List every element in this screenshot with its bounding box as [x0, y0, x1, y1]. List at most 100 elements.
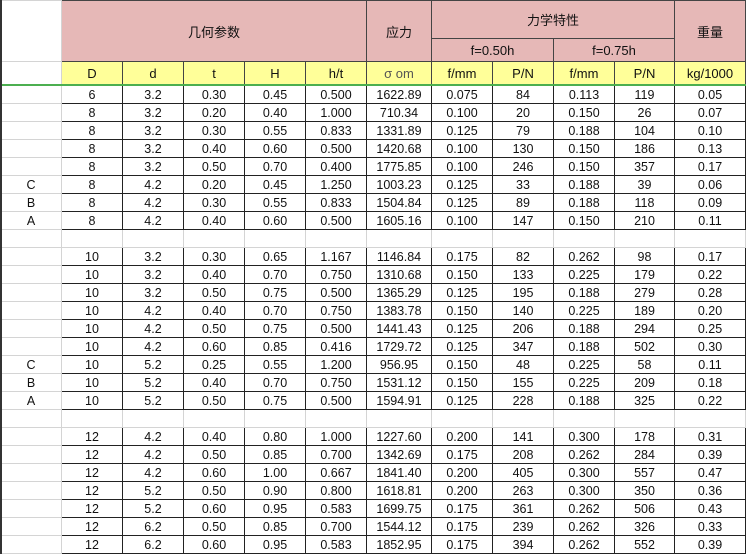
data-cell[interactable]: 48: [492, 355, 554, 374]
data-cell[interactable]: 0.500: [305, 211, 367, 230]
data-cell[interactable]: 0.70: [244, 157, 306, 176]
data-cell[interactable]: 0.125: [431, 283, 493, 302]
grade-label[interactable]: [0, 121, 62, 140]
data-cell[interactable]: 0.70: [244, 265, 306, 284]
data-cell[interactable]: 0.50: [183, 481, 245, 500]
data-cell[interactable]: 0.33: [674, 517, 746, 536]
data-cell[interactable]: 1.250: [305, 175, 367, 194]
data-cell[interactable]: 0.262: [553, 247, 615, 266]
data-cell[interactable]: 239: [492, 517, 554, 536]
data-cell[interactable]: 0.25: [674, 319, 746, 338]
empty-cell[interactable]: [183, 409, 245, 428]
empty-cell[interactable]: [0, 229, 62, 248]
data-cell[interactable]: 12: [61, 499, 123, 518]
data-cell[interactable]: 0.50: [183, 283, 245, 302]
data-cell[interactable]: 0.700: [305, 445, 367, 464]
data-cell[interactable]: 347: [492, 337, 554, 356]
data-cell[interactable]: 0.40: [183, 373, 245, 392]
data-cell[interactable]: 1342.69: [366, 445, 432, 464]
data-cell[interactable]: 0.175: [431, 247, 493, 266]
data-cell[interactable]: 0.70: [244, 373, 306, 392]
data-cell[interactable]: 0.150: [431, 265, 493, 284]
data-cell[interactable]: 119: [614, 84, 675, 104]
data-cell[interactable]: 3.2: [122, 84, 184, 104]
empty-cell[interactable]: [492, 409, 554, 428]
data-cell[interactable]: 0.175: [431, 499, 493, 518]
data-cell[interactable]: 98: [614, 247, 675, 266]
data-cell[interactable]: 0.18: [674, 373, 746, 392]
data-cell[interactable]: 3.2: [122, 247, 184, 266]
data-cell[interactable]: 0.075: [431, 84, 493, 104]
data-cell[interactable]: 0.40: [183, 427, 245, 446]
empty-cell[interactable]: [61, 229, 123, 248]
data-cell[interactable]: 0.55: [244, 193, 306, 212]
data-cell[interactable]: 178: [614, 427, 675, 446]
data-cell[interactable]: 0.200: [431, 427, 493, 446]
data-cell[interactable]: 1420.68: [366, 139, 432, 158]
column-header[interactable]: t: [183, 61, 245, 86]
header-weight[interactable]: 重量: [674, 0, 746, 62]
data-cell[interactable]: 0.45: [244, 175, 306, 194]
data-cell[interactable]: 0.700: [305, 517, 367, 536]
data-cell[interactable]: 0.80: [244, 427, 306, 446]
data-cell[interactable]: 0.300: [553, 481, 615, 500]
data-cell[interactable]: 0.65: [244, 247, 306, 266]
data-cell[interactable]: 0.50: [183, 445, 245, 464]
grade-label[interactable]: [0, 319, 62, 338]
data-cell[interactable]: 1852.95: [366, 535, 432, 554]
data-cell[interactable]: 0.40: [183, 301, 245, 320]
data-cell[interactable]: 0.50: [183, 391, 245, 410]
grade-label[interactable]: B: [0, 193, 62, 212]
data-cell[interactable]: 263: [492, 481, 554, 500]
empty-cell[interactable]: [244, 229, 306, 248]
data-cell[interactable]: 1331.89: [366, 121, 432, 140]
data-cell[interactable]: 8: [61, 193, 123, 212]
grade-label[interactable]: [0, 301, 62, 320]
data-cell[interactable]: 0.28: [674, 283, 746, 302]
grade-label[interactable]: [0, 157, 62, 176]
data-cell[interactable]: 0.150: [553, 211, 615, 230]
data-cell[interactable]: 0.75: [244, 283, 306, 302]
data-cell[interactable]: 0.05: [674, 84, 746, 104]
data-cell[interactable]: 0.50: [183, 157, 245, 176]
data-cell[interactable]: 0.125: [431, 391, 493, 410]
data-cell[interactable]: 58: [614, 355, 675, 374]
data-cell[interactable]: 0.150: [431, 373, 493, 392]
column-header[interactable]: kg/1000: [674, 61, 746, 86]
empty-cell[interactable]: [614, 409, 675, 428]
data-cell[interactable]: 3.2: [122, 283, 184, 302]
data-cell[interactable]: 4.2: [122, 175, 184, 194]
grade-label[interactable]: A: [0, 391, 62, 410]
data-cell[interactable]: 294: [614, 319, 675, 338]
grade-label[interactable]: [0, 265, 62, 284]
data-cell[interactable]: 1.00: [244, 463, 306, 482]
data-cell[interactable]: 1.167: [305, 247, 367, 266]
data-cell[interactable]: 405: [492, 463, 554, 482]
data-cell[interactable]: 0.06: [674, 175, 746, 194]
data-cell[interactable]: 0.500: [305, 139, 367, 158]
data-cell[interactable]: 0.60: [244, 211, 306, 230]
data-cell[interactable]: 0.175: [431, 517, 493, 536]
data-cell[interactable]: 0.262: [553, 517, 615, 536]
data-cell[interactable]: 0.100: [431, 211, 493, 230]
data-cell[interactable]: 0.800: [305, 481, 367, 500]
data-cell[interactable]: 0.225: [553, 265, 615, 284]
data-cell[interactable]: 210: [614, 211, 675, 230]
data-cell[interactable]: 0.113: [553, 84, 615, 104]
data-cell[interactable]: 0.400: [305, 157, 367, 176]
data-cell[interactable]: 189: [614, 301, 675, 320]
data-cell[interactable]: 130: [492, 139, 554, 158]
corner-cell[interactable]: [0, 0, 62, 62]
data-cell[interactable]: 0.31: [674, 427, 746, 446]
data-cell[interactable]: 0.200: [431, 481, 493, 500]
data-cell[interactable]: 1.200: [305, 355, 367, 374]
data-cell[interactable]: 350: [614, 481, 675, 500]
column-header[interactable]: f/mm: [553, 61, 615, 86]
data-cell[interactable]: 12: [61, 463, 123, 482]
data-cell[interactable]: 0.90: [244, 481, 306, 500]
grade-label[interactable]: [0, 481, 62, 500]
data-cell[interactable]: 0.200: [431, 463, 493, 482]
empty-cell[interactable]: [61, 409, 123, 428]
header-f075[interactable]: f=0.75h: [553, 38, 675, 62]
data-cell[interactable]: 0.47: [674, 463, 746, 482]
